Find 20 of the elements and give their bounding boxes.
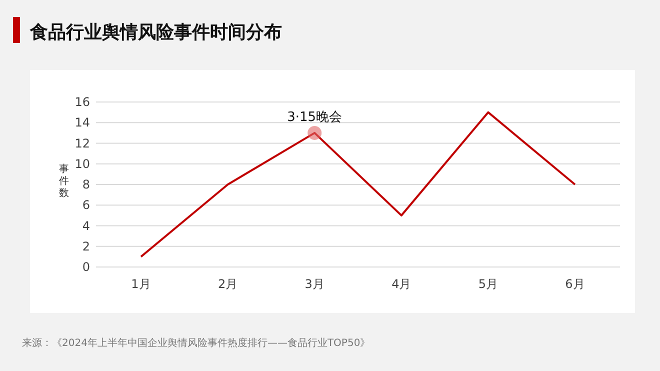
- y-tick-label: 0: [82, 260, 90, 274]
- y-tick-label: 12: [74, 136, 90, 150]
- y-tick-label: 4: [82, 218, 90, 233]
- y-axis-title: 事件数: [59, 163, 69, 199]
- y-tick-label: 8: [82, 178, 90, 192]
- x-tick-label: 1月: [131, 277, 151, 291]
- source-note: 来源：《2024年上半年中国企业舆情风险事件热度排行——食品行业TOP50》: [22, 337, 370, 349]
- y-tick-label: 14: [74, 116, 90, 130]
- y-tick-label: 16: [74, 95, 90, 109]
- annotation: 3·15晚会: [287, 110, 342, 125]
- x-tick-label: 5月: [478, 277, 498, 291]
- line-series: [140, 111, 576, 258]
- x-tick-label: 6月: [565, 277, 585, 291]
- x-tick-label: 4月: [392, 277, 412, 291]
- y-tick-label: 6: [82, 198, 90, 212]
- chart-title: 食品行业舆情风险事件时间分布: [29, 22, 282, 43]
- y-tick-label: 10: [74, 156, 90, 171]
- x-tick-label: 3月: [304, 277, 324, 291]
- y-tick-label: 2: [82, 239, 90, 254]
- x-tick-label: 2月: [218, 277, 238, 291]
